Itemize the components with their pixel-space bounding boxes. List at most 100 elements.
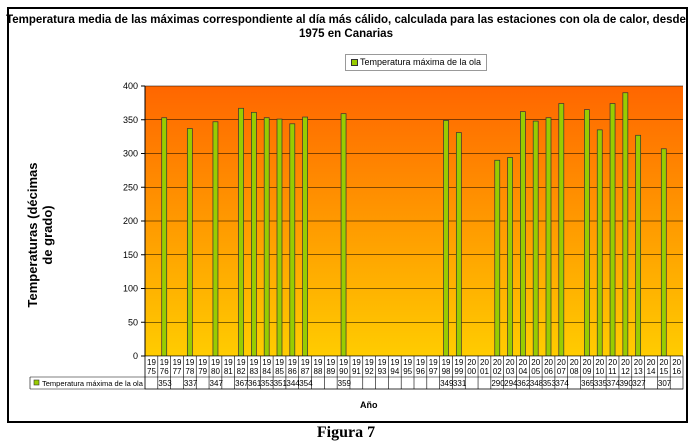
data-label: 331 [453, 379, 467, 388]
x-tick-label-top: 19 [416, 358, 425, 367]
x-tick-label-top: 20 [570, 358, 579, 367]
x-tick-label-bottom: 02 [493, 367, 502, 376]
bar [609, 103, 616, 357]
x-tick-label-top: 20 [595, 358, 604, 367]
x-tick-label-top: 19 [249, 358, 258, 367]
bar [263, 117, 270, 357]
y-tick-label: 50 [128, 317, 138, 327]
x-tick-label-top: 19 [262, 358, 271, 367]
bar [251, 111, 257, 357]
bar [443, 120, 449, 357]
x-tick-label-bottom: 90 [339, 367, 348, 376]
x-tick-label-top: 20 [621, 358, 630, 367]
x-tick-label-bottom: 89 [326, 367, 335, 376]
data-label: 362 [517, 379, 531, 388]
bar [622, 92, 629, 357]
x-tick-label-top: 19 [224, 358, 233, 367]
data-label: 390 [619, 379, 633, 388]
table-series-label: Temperatura máxima de la ola [42, 379, 144, 388]
data-label: 327 [632, 379, 646, 388]
x-tick-label-top: 19 [147, 358, 156, 367]
x-tick-label-bottom: 08 [570, 367, 579, 376]
x-tick-label-top: 19 [301, 358, 310, 367]
x-tick-label-bottom: 77 [173, 367, 182, 376]
x-tick-label-bottom: 11 [608, 367, 617, 376]
x-tick-label-bottom: 10 [595, 367, 604, 376]
bar [340, 113, 347, 357]
figure-caption: Figura 7 [316, 424, 376, 441]
data-label: 294 [504, 379, 518, 388]
x-tick-label-top: 19 [314, 358, 323, 367]
x-tick-label-bottom: 91 [352, 367, 361, 376]
x-tick-label-top: 20 [531, 358, 540, 367]
x-tick-label-bottom: 82 [237, 367, 246, 376]
chart-title: Temperatura media de las máximas corresp… [6, 14, 686, 40]
x-tick-label-bottom: 95 [403, 367, 412, 376]
x-tick-label-top: 20 [557, 358, 566, 367]
x-tick-label-bottom: 16 [672, 367, 681, 376]
x-tick-label-top: 19 [275, 358, 284, 367]
x-tick-label-bottom: 87 [301, 367, 310, 376]
x-tick-label-top: 19 [326, 358, 335, 367]
data-label: 374 [555, 379, 569, 388]
x-tick-label-top: 19 [352, 358, 361, 367]
x-tick-label-bottom: 13 [634, 367, 643, 376]
bar [596, 129, 603, 357]
y-tick-label: 100 [123, 284, 138, 294]
x-axis-label: Año [360, 400, 378, 410]
bar [161, 117, 168, 357]
data-label: 361 [248, 379, 262, 388]
data-label: 344 [286, 379, 300, 388]
x-tick-label-bottom: 85 [275, 367, 284, 376]
x-tick-label-bottom: 97 [429, 367, 438, 376]
x-tick-label-top: 20 [467, 358, 476, 367]
bar [238, 107, 244, 357]
x-tick-label-top: 20 [480, 358, 489, 367]
x-tick-label-bottom: 14 [647, 367, 656, 376]
x-tick-label-top: 19 [403, 358, 412, 367]
bar [558, 103, 565, 357]
x-tick-label-top: 20 [659, 358, 668, 367]
x-tick-label-bottom: 81 [224, 367, 233, 376]
x-tick-label-bottom: 05 [531, 367, 540, 376]
x-tick-label-bottom: 09 [583, 367, 592, 376]
x-tick-label-bottom: 78 [185, 367, 194, 376]
x-tick-label-bottom: 00 [467, 367, 476, 376]
x-tick-label-top: 19 [429, 358, 438, 367]
data-label: 354 [299, 379, 313, 388]
bar [276, 118, 283, 357]
bar [520, 111, 526, 357]
legend: Temperatura máxima de la ola [345, 54, 487, 71]
x-tick-label-bottom: 03 [506, 367, 515, 376]
data-label: 353 [261, 379, 275, 388]
data-label: 347 [210, 379, 224, 388]
x-tick-label-top: 19 [390, 358, 399, 367]
data-label: 337 [184, 379, 198, 388]
x-tick-label-bottom: 12 [621, 367, 630, 376]
data-label: 353 [543, 379, 557, 388]
bar [289, 123, 296, 357]
data-label: 351 [274, 379, 288, 388]
table-legend-key [33, 379, 40, 386]
data-label: 290 [491, 379, 505, 388]
bar [507, 157, 513, 357]
y-tick-label: 350 [123, 115, 138, 125]
x-tick-label-bottom: 88 [314, 367, 323, 376]
data-label: 359 [338, 379, 352, 388]
y-tick-label: 200 [123, 216, 138, 226]
x-tick-label-bottom: 92 [365, 367, 374, 376]
y-tick-label: 0 [133, 351, 138, 361]
data-label: 335 [594, 379, 608, 388]
x-tick-label-bottom: 80 [211, 367, 220, 376]
data-label: 349 [440, 379, 454, 388]
x-tick-label-bottom: 94 [390, 367, 399, 376]
legend-key [350, 59, 358, 67]
x-tick-label-top: 20 [647, 358, 656, 367]
data-label: 307 [658, 379, 672, 388]
x-tick-label-bottom: 86 [288, 367, 297, 376]
x-tick-label-top: 19 [173, 358, 182, 367]
x-tick-label-top: 20 [544, 358, 553, 367]
x-tick-label-bottom: 01 [480, 367, 489, 376]
x-tick-label-top: 20 [672, 358, 681, 367]
